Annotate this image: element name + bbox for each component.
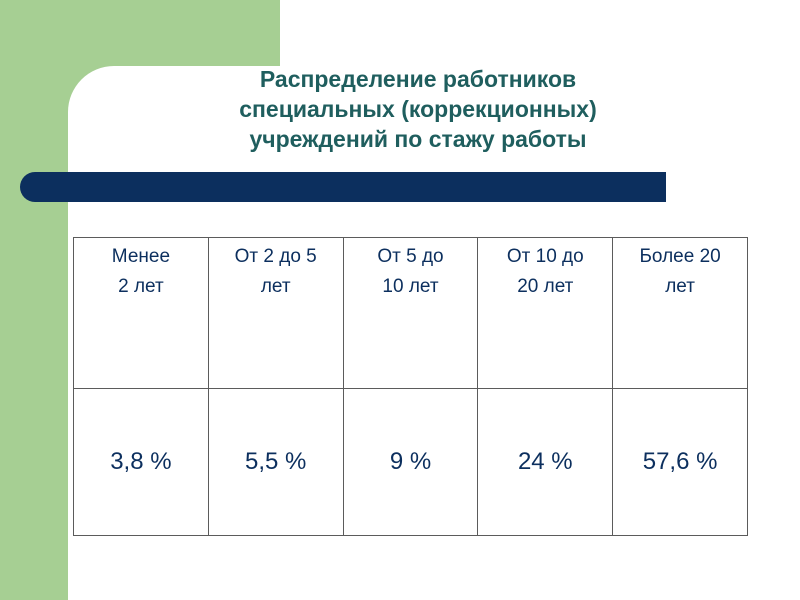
title-underline-bar [20,172,666,202]
value-cell-5-to-10: 9 % [342,388,479,536]
title-line-3: учреждений по стажу работы [249,126,587,152]
header-cell-text: Более 20 [639,246,721,267]
slide-title: Распределение работников специальных (ко… [118,64,718,154]
value-cell-over-20: 57,6 % [612,388,748,536]
value-cell-10-to-20: 24 % [477,388,614,536]
header-cell-text: От 5 до [377,246,444,267]
header-cell-10-to-20: От 10 до 20 лет [477,237,614,389]
table-values-row: 3,8 % 5,5 % 9 % 24 % 57,6 % [73,388,748,536]
header-cell-text: лет [260,276,291,297]
header-cell-text: От 10 до [506,246,584,267]
header-cell-text: 10 лет [382,276,439,297]
header-cell-text: От 2 до 5 [234,246,317,267]
header-cell-5-to-10: От 5 до 10 лет [342,237,479,389]
header-cell-2-to-5: От 2 до 5 лет [207,237,344,389]
title-line-2: специальных (коррекционных) [239,96,597,122]
header-cell-text: 2 лет [118,276,164,297]
header-cell-text: Менее [111,246,171,267]
value-cell-2-to-5: 5,5 % [207,388,344,536]
value-cell-under-2: 3,8 % [73,388,209,536]
header-cell-text: 20 лет [517,276,574,297]
table-header-row: Менее 2 лет От 2 до 5 лет От 5 до 10 лет… [73,237,748,389]
tenure-distribution-table: Менее 2 лет От 2 до 5 лет От 5 до 10 лет… [73,237,748,536]
header-cell-under-2: Менее 2 лет [73,237,209,389]
header-cell-over-20: Более 20 лет [612,237,748,389]
title-line-1: Распределение работников [259,66,577,92]
header-cell-text: лет [665,276,695,297]
